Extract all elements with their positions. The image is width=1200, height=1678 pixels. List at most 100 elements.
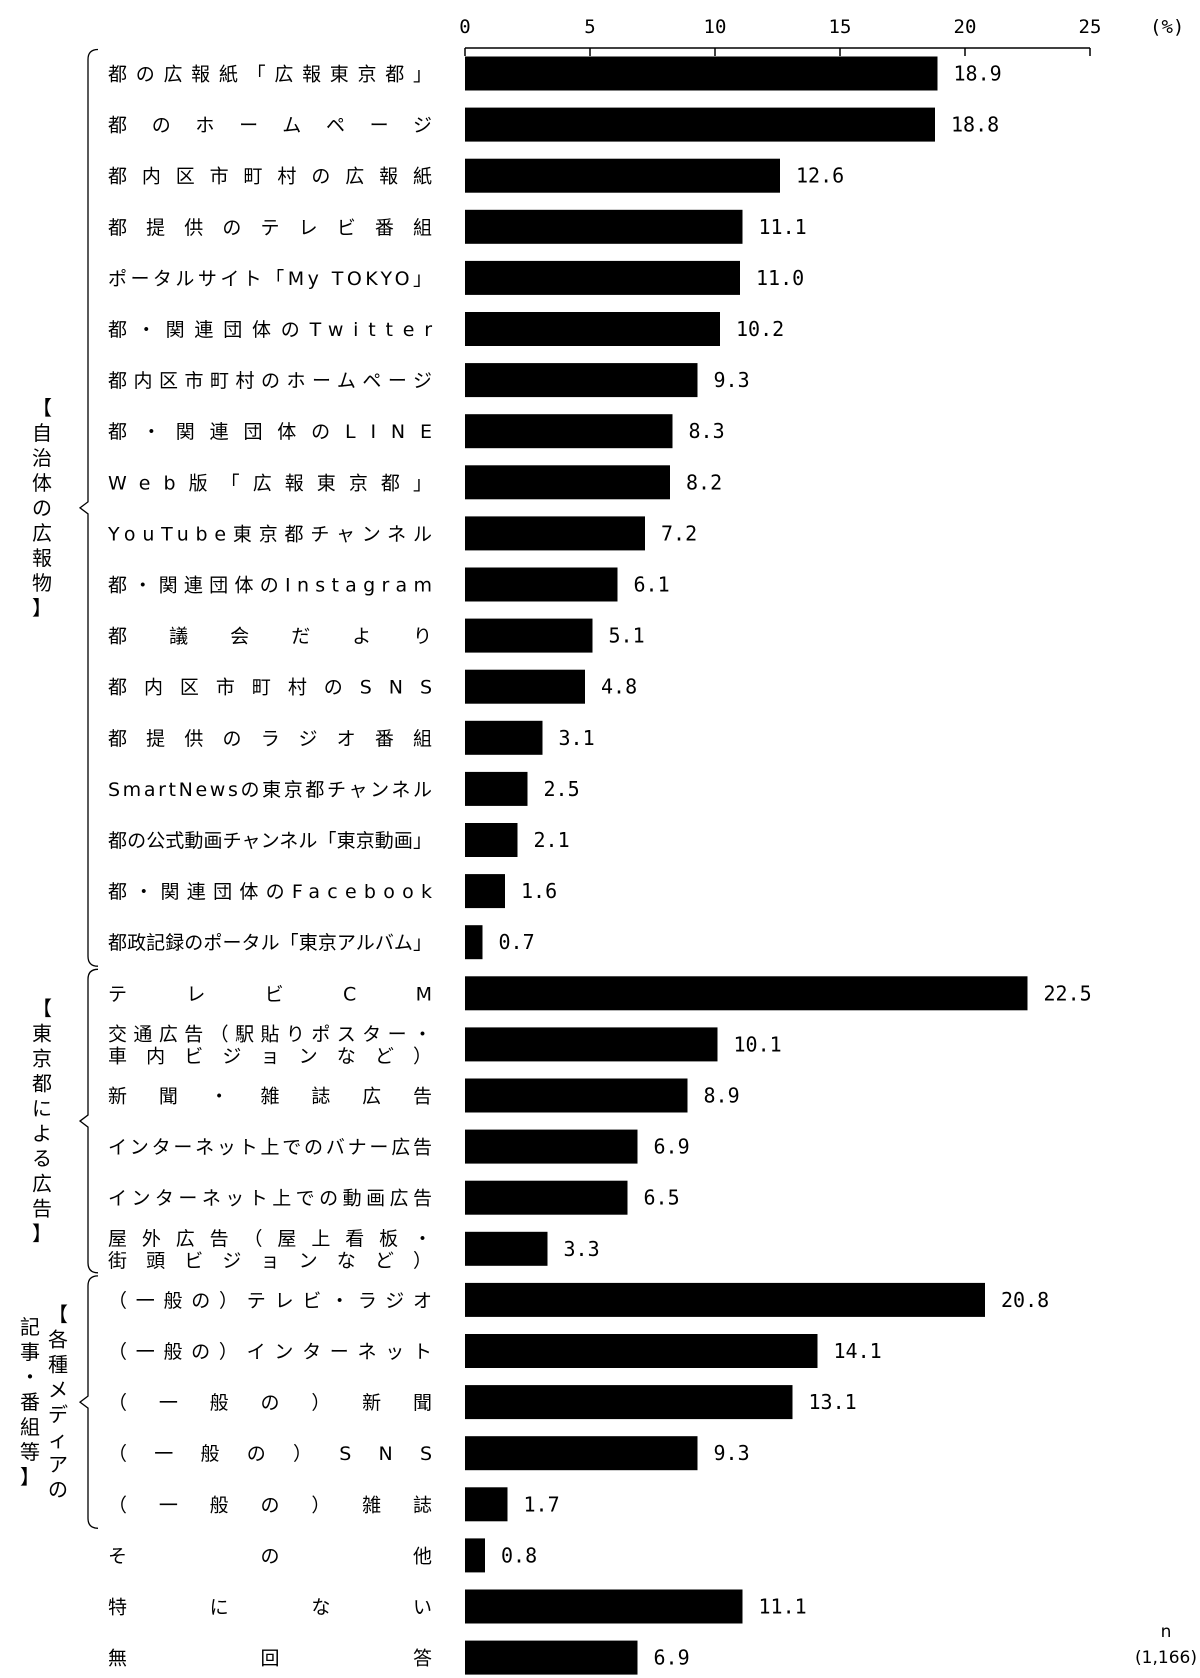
data-label: 20.8 (1001, 1288, 1049, 1312)
group-label-char: 】 (20, 1465, 40, 1489)
category-label: （一般の）インターネット (108, 1341, 432, 1363)
category-label: （一般の）SNS (108, 1443, 432, 1465)
bar (465, 158, 780, 193)
data-label: 10.1 (734, 1032, 782, 1056)
bar (465, 1231, 548, 1266)
data-label: 12.6 (796, 164, 844, 188)
data-label: 6.9 (654, 1646, 690, 1670)
group-bracket (78, 1275, 99, 1529)
data-label: 1.6 (521, 879, 557, 903)
bar (465, 516, 645, 551)
category-label: 無回答 (108, 1648, 432, 1670)
group-label-char: 】 (32, 1222, 52, 1246)
category-label: インターネット上での動画広告 (108, 1188, 432, 1210)
group-label-char: 広 (32, 1172, 52, 1196)
category-labels: 都の広報紙「広報東京都」都のホームページ都内区市町村の広報紙都提供のテレビ番組ポ… (107, 64, 432, 1670)
category-label: その他 (108, 1545, 432, 1567)
group-label-char: 広 (32, 521, 52, 545)
bar (465, 363, 698, 398)
bar (465, 874, 505, 909)
group-label-char: 番 (20, 1390, 40, 1414)
data-label: 18.9 (954, 62, 1002, 86)
bar (465, 414, 673, 449)
group-label-char: 】 (32, 596, 52, 620)
data-label: 0.8 (501, 1543, 537, 1567)
category-label: （一般の）テレビ・ラジオ (108, 1290, 432, 1312)
category-label: 都の公式動画チャンネル「東京動画」 (108, 830, 432, 852)
bar (465, 720, 543, 755)
n-value: (1,166) (1135, 1648, 1197, 1668)
data-label: 6.9 (654, 1135, 690, 1159)
bar (465, 209, 743, 244)
data-label: 4.8 (601, 675, 637, 699)
group-label-char: に (32, 1097, 52, 1121)
data-label: 9.3 (714, 1441, 750, 1465)
bar (465, 1436, 698, 1471)
group-label-char: 告 (32, 1197, 52, 1221)
bar (465, 976, 1028, 1011)
bar (465, 1027, 718, 1062)
bar (465, 260, 740, 295)
x-tick-label: 10 (704, 16, 727, 38)
unit-label: (%) (1150, 16, 1184, 38)
data-label: 2.5 (544, 777, 580, 801)
group-label-char: 【 (32, 997, 52, 1021)
group-label-char: 都 (32, 1072, 52, 1096)
group-label-char: の (32, 496, 52, 520)
category-label: 都・関連団体のFacebook (108, 881, 432, 903)
bar (465, 567, 618, 602)
data-label: 13.1 (809, 1390, 857, 1414)
category-label: 都提供のラジオ番組 (108, 728, 432, 750)
bar (465, 1180, 628, 1215)
data-label: 8.3 (689, 419, 725, 443)
bar (465, 771, 528, 806)
group-label-char: よ (32, 1122, 52, 1146)
bar (465, 312, 720, 346)
category-label: 都・関連団体のInstagram (108, 575, 432, 597)
bar (465, 107, 935, 142)
n-label: n (1161, 1622, 1172, 1642)
bars: 18.9 18.8 12.6 11.1 11.0 10.2 9.3 8.3 8.2 7.2 6.1 5… (465, 56, 1092, 1675)
category-label: 都のホームページ (108, 115, 432, 137)
bar (465, 1282, 985, 1317)
group-bracket (78, 968, 99, 1274)
bar (465, 1385, 793, 1420)
bar (465, 1129, 638, 1164)
group-label-char: の (48, 1478, 68, 1502)
category-label: 街頭ビジョンなど） (108, 1250, 432, 1272)
bar (465, 823, 518, 857)
group-label-char: 治 (32, 446, 52, 470)
category-label: 車内ビジョンなど） (108, 1045, 432, 1067)
x-tick-label: 0 (459, 16, 470, 38)
data-label: 6.5 (644, 1186, 680, 1210)
category-label: 都提供のテレビ番組 (108, 217, 432, 239)
group-label-char: 【 (48, 1303, 68, 1327)
group-label-char: ィ (48, 1428, 68, 1452)
data-label: 22.5 (1044, 981, 1092, 1005)
group-label-char: 種 (48, 1353, 68, 1377)
category-label: 交通広告（駅貼りポスター・ (108, 1023, 432, 1045)
category-label: SmartNewsの東京都チャンネル (108, 779, 432, 801)
bar (465, 925, 483, 960)
data-label: 10.2 (736, 317, 784, 341)
group-label-char: 自 (32, 421, 52, 445)
bar (465, 465, 670, 500)
data-label: 11.0 (756, 266, 804, 290)
group-label-char: 事 (20, 1340, 40, 1364)
category-label: 都内区市町村のホームページ (108, 370, 432, 392)
data-label: 11.1 (759, 215, 807, 239)
x-axis: 0 5 10 15 20 25 (459, 16, 1101, 56)
category-label: 特にない (108, 1597, 432, 1619)
category-label: 都の広報紙「広報東京都」 (108, 64, 432, 86)
data-label: 8.9 (704, 1084, 740, 1108)
bar (465, 1078, 688, 1113)
group-bracket (78, 48, 99, 967)
data-label: 14.1 (834, 1339, 882, 1363)
category-label: ポータルサイト「My TOKYO」 (108, 268, 432, 290)
bar (465, 669, 585, 704)
bar (465, 1589, 743, 1624)
x-tick-label: 25 (1079, 16, 1102, 38)
category-label: 新聞・雑誌広告 (108, 1086, 432, 1108)
